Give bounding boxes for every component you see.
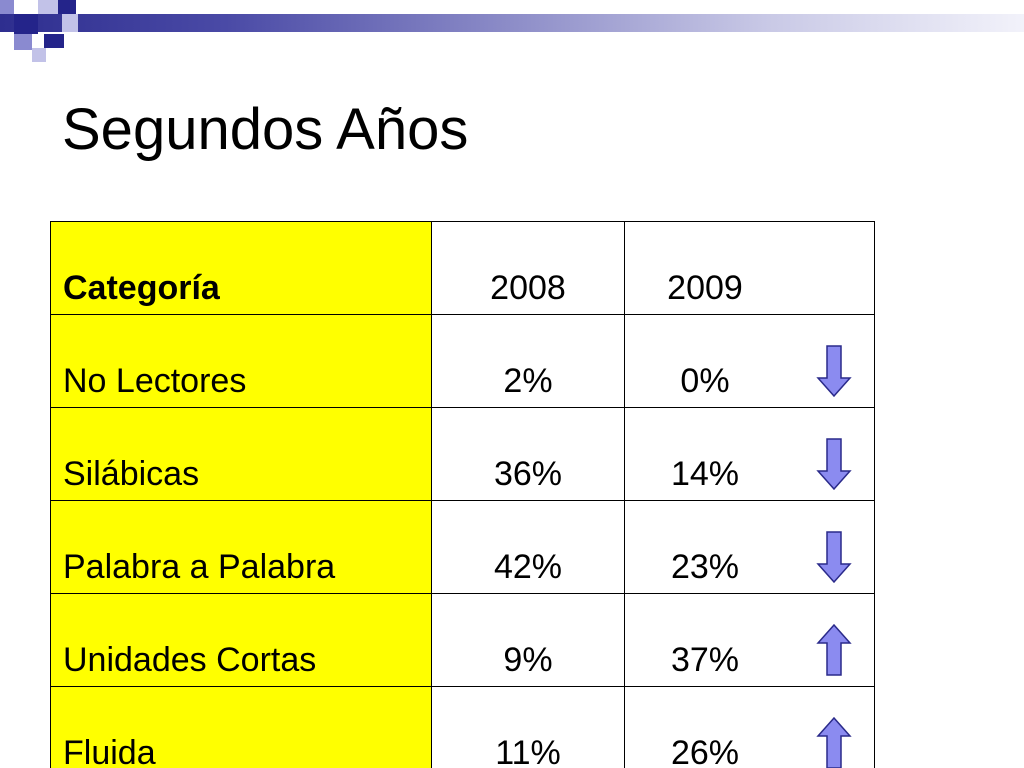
decor-square bbox=[58, 0, 76, 14]
row-2009-value: 23% bbox=[670, 548, 740, 586]
header-category: Categoría bbox=[50, 221, 432, 315]
arrow-down-icon bbox=[816, 438, 852, 490]
row-2009-value: 0% bbox=[680, 362, 730, 400]
decor-square bbox=[32, 48, 46, 62]
decor-square bbox=[62, 14, 78, 32]
header-year-2008: 2008 bbox=[431, 221, 625, 315]
row-2009-value: 14% bbox=[670, 455, 740, 493]
row-2009-value: 37% bbox=[670, 641, 740, 679]
row-category: Fluida bbox=[50, 686, 432, 768]
header-year-2009-cell: 2009 bbox=[624, 221, 875, 315]
row-2009-cell: 26% bbox=[624, 686, 875, 768]
decor-square bbox=[0, 0, 14, 14]
results-table: Categoría 2008 2009 No Lectores 2% 0% Si… bbox=[50, 221, 875, 768]
decor-square bbox=[44, 34, 64, 48]
table-row: No Lectores 2% 0% bbox=[50, 314, 875, 408]
row-2008-value: 36% bbox=[431, 407, 625, 501]
row-2008-value: 2% bbox=[431, 314, 625, 408]
row-category: No Lectores bbox=[50, 314, 432, 408]
table-row: Fluida 11% 26% bbox=[50, 686, 875, 768]
arrow-down-icon bbox=[816, 531, 852, 583]
row-category: Silábicas bbox=[50, 407, 432, 501]
row-2008-value: 42% bbox=[431, 500, 625, 594]
table-header-row: Categoría 2008 2009 bbox=[50, 221, 875, 315]
decor-square bbox=[14, 14, 38, 34]
row-2009-cell: 37% bbox=[624, 593, 875, 687]
row-2008-value: 9% bbox=[431, 593, 625, 687]
row-2009-cell: 14% bbox=[624, 407, 875, 501]
arrow-up-icon bbox=[816, 717, 852, 768]
table-row: Palabra a Palabra 42% 23% bbox=[50, 500, 875, 594]
decor-square bbox=[38, 0, 58, 14]
slide-title: Segundos Años bbox=[62, 97, 469, 162]
row-2008-value: 11% bbox=[431, 686, 625, 768]
row-category: Unidades Cortas bbox=[50, 593, 432, 687]
decor-square bbox=[14, 34, 32, 50]
table-row: Silábicas 36% 14% bbox=[50, 407, 875, 501]
row-2009-cell: 0% bbox=[624, 314, 875, 408]
row-category: Palabra a Palabra bbox=[50, 500, 432, 594]
header-year-2009: 2009 bbox=[667, 269, 743, 307]
row-2009-cell: 23% bbox=[624, 500, 875, 594]
header-band bbox=[0, 14, 1024, 32]
table-row: Unidades Cortas 9% 37% bbox=[50, 593, 875, 687]
arrow-down-icon bbox=[816, 345, 852, 397]
row-2009-value: 26% bbox=[670, 734, 740, 768]
arrow-up-icon bbox=[816, 624, 852, 676]
